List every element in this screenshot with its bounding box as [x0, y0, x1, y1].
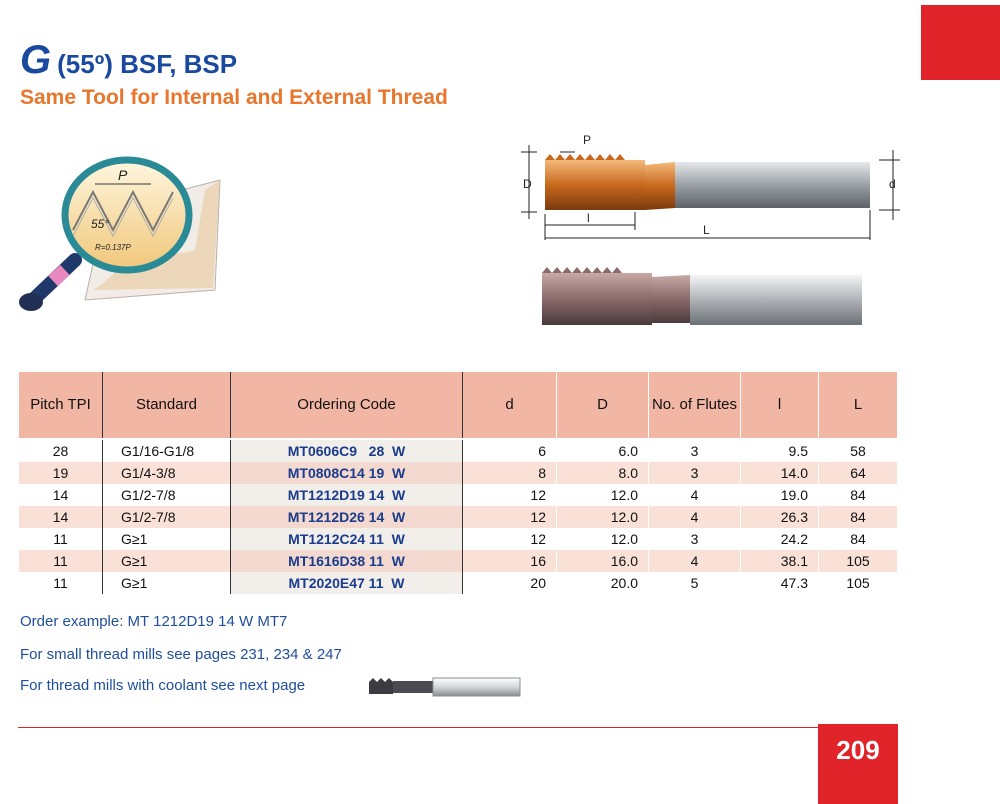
col-d: d	[462, 372, 557, 440]
cell-d: 12	[462, 484, 557, 506]
dim-d-label: d	[889, 177, 896, 191]
col-L: L	[818, 372, 898, 440]
table-row: 14 G1/2-7/8 MT1212D26 14 W 12 12.0 4 26.…	[18, 506, 898, 528]
pitch-label: P	[118, 167, 128, 183]
cell-l: 24.2	[740, 528, 819, 550]
cell-flutes: 5	[648, 572, 741, 594]
tool-photo	[542, 267, 862, 325]
title-letter: G	[20, 38, 52, 82]
cell-ordering-code: MT2020E47 11 W	[230, 572, 463, 594]
magnifier-thread-illustration: P 55° R=0.137P	[19, 156, 221, 311]
cell-ordering-code: MT0606C9 28 W	[230, 439, 463, 462]
dim-L-label: L	[703, 223, 710, 237]
cell-d: 12	[462, 506, 557, 528]
cell-ordering-code: MT1212D26 14 W	[230, 506, 463, 528]
dim-P-label: P	[583, 133, 591, 147]
dim-D-label: D	[523, 177, 532, 191]
cell-pitch: 11	[18, 572, 103, 594]
cell-flutes: 3	[648, 528, 741, 550]
angle-label: 55°	[91, 217, 109, 231]
cell-D: 16.0	[556, 550, 649, 572]
cell-L: 58	[818, 439, 898, 462]
cell-L: 105	[818, 550, 898, 572]
cell-l: 26.3	[740, 506, 819, 528]
table-row: 14 G1/2-7/8 MT1212D19 14 W 12 12.0 4 19.…	[18, 484, 898, 506]
cell-pitch: 11	[18, 550, 103, 572]
corner-tab	[921, 5, 1000, 80]
cell-D: 12.0	[556, 528, 649, 550]
col-pitch-tpi: Pitch TPI	[18, 372, 103, 440]
table-row: 28 G1/16-G1/8 MT0606C9 28 W 6 6.0 3 9.5 …	[18, 439, 898, 462]
cell-standard: G≥1	[102, 572, 231, 594]
cell-D: 12.0	[556, 506, 649, 528]
table-row: 11 G≥1 MT1212C24 11 W 12 12.0 3 24.2 84	[18, 528, 898, 550]
cell-standard: G1/2-7/8	[102, 484, 231, 506]
cell-l: 9.5	[740, 439, 819, 462]
table-header-row: Pitch TPI Standard Ordering Code d D No.…	[18, 372, 898, 440]
dim-l-label: l	[587, 211, 590, 225]
small-mills-note: For small thread mills see pages 231, 23…	[20, 646, 342, 663]
cell-L: 84	[818, 506, 898, 528]
col-ordering-code: Ordering Code	[230, 372, 463, 440]
cell-d: 8	[462, 462, 557, 484]
table-row: 11 G≥1 MT1616D38 11 W 16 16.0 4 38.1 105	[18, 550, 898, 572]
cell-standard: G1/2-7/8	[102, 506, 231, 528]
cell-pitch: 19	[18, 462, 103, 484]
table-row: 19 G1/4-3/8 MT0808C14 19 W 8 8.0 3 14.0 …	[18, 462, 898, 484]
spec-table: Pitch TPI Standard Ordering Code d D No.…	[18, 372, 898, 594]
cell-d: 6	[462, 439, 557, 462]
cell-ordering-code: MT0808C14 19 W	[230, 462, 463, 484]
cell-pitch: 14	[18, 484, 103, 506]
cell-standard: G1/16-G1/8	[102, 439, 231, 462]
title-text: (55º) BSF, BSP	[57, 49, 238, 79]
cell-standard: G≥1	[102, 528, 231, 550]
cell-ordering-code: MT1616D38 11 W	[230, 550, 463, 572]
col-l: l	[740, 372, 819, 440]
radius-label: R=0.137P	[95, 243, 131, 252]
cell-flutes: 3	[648, 439, 741, 462]
cell-d: 16	[462, 550, 557, 572]
cell-l: 14.0	[740, 462, 819, 484]
cell-l: 47.3	[740, 572, 819, 594]
coolant-note: For thread mills with coolant see next p…	[20, 677, 306, 694]
cell-L: 84	[818, 484, 898, 506]
cell-ordering-code: MT1212D19 14 W	[230, 484, 463, 506]
cell-L: 105	[818, 572, 898, 594]
page-subtitle: Same Tool for Internal and External Thre…	[20, 86, 448, 109]
col-standard: Standard	[102, 372, 231, 440]
table-row: 11 G≥1 MT2020E47 11 W 20 20.0 5 47.3 105	[18, 572, 898, 594]
cell-D: 12.0	[556, 484, 649, 506]
cell-flutes: 4	[648, 484, 741, 506]
cell-L: 84	[818, 528, 898, 550]
cell-d: 20	[462, 572, 557, 594]
cell-pitch: 28	[18, 439, 103, 462]
col-D: D	[556, 372, 649, 440]
cell-standard: G1/4-3/8	[102, 462, 231, 484]
cell-l: 38.1	[740, 550, 819, 572]
tool-dimension-drawing: D d P l L	[521, 133, 900, 240]
page-title: G (55º) BSF, BSP	[20, 38, 237, 83]
footer-divider	[18, 727, 818, 728]
col-flutes: No. of Flutes	[648, 372, 741, 440]
cell-flutes: 4	[648, 506, 741, 528]
coolant-tool-icon	[369, 677, 521, 697]
cell-L: 64	[818, 462, 898, 484]
cell-d: 12	[462, 528, 557, 550]
order-example-note: Order example: MT 1212D19 14 W MT7	[20, 613, 288, 630]
cell-pitch: 14	[18, 506, 103, 528]
cell-pitch: 11	[18, 528, 103, 550]
page-number: 209	[818, 724, 898, 804]
cell-standard: G≥1	[102, 550, 231, 572]
cell-l: 19.0	[740, 484, 819, 506]
cell-flutes: 4	[648, 550, 741, 572]
cell-D: 8.0	[556, 462, 649, 484]
cell-D: 20.0	[556, 572, 649, 594]
cell-D: 6.0	[556, 439, 649, 462]
cell-ordering-code: MT1212C24 11 W	[230, 528, 463, 550]
cell-flutes: 3	[648, 462, 741, 484]
